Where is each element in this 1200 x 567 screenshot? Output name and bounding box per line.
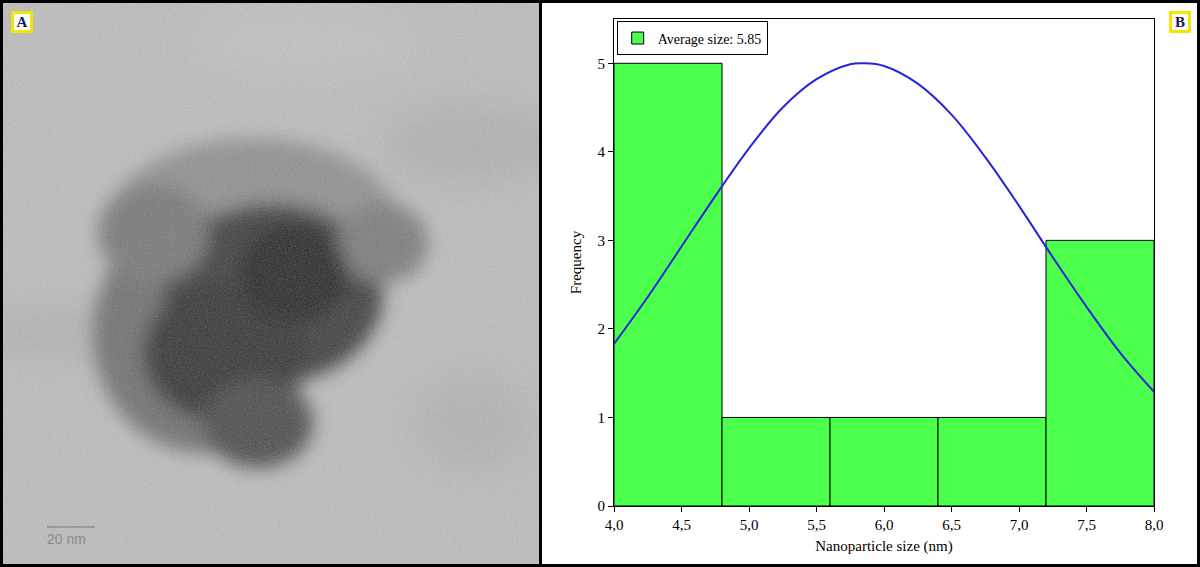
html-text:B: B — [1175, 14, 1185, 30]
svg-text:4: 4 — [598, 144, 606, 160]
svg-text:4,0: 4,0 — [605, 517, 624, 533]
html-text:20 nm: 20 nm — [47, 531, 86, 547]
svg-text:8,0: 8,0 — [1145, 517, 1164, 533]
svg-text:3: 3 — [598, 233, 606, 249]
svg-text:6,5: 6,5 — [942, 517, 961, 533]
svg-text:0: 0 — [598, 498, 606, 514]
svg-text:Frequency: Frequency — [568, 230, 584, 294]
html-text:A: A — [16, 14, 28, 30]
svg-text:2: 2 — [598, 321, 606, 337]
svg-text:5,0: 5,0 — [740, 517, 759, 533]
svg-text:7,0: 7,0 — [1010, 517, 1029, 533]
svg-text:6,0: 6,0 — [875, 517, 894, 533]
svg-text:Average size: 5.85: Average size: 5.85 — [658, 31, 762, 46]
svg-text:5,5: 5,5 — [807, 517, 826, 533]
svg-text:7,5: 7,5 — [1077, 517, 1096, 533]
svg-text:5: 5 — [598, 56, 606, 72]
svg-text:1: 1 — [598, 410, 606, 426]
svg-text:Nanoparticle size (nm): Nanoparticle size (nm) — [815, 538, 952, 555]
svg-text:4,5: 4,5 — [672, 517, 691, 533]
